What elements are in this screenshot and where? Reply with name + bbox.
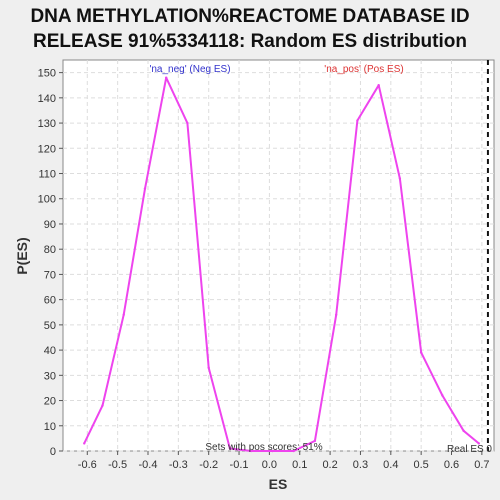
y-tick-label: 90 (44, 219, 56, 231)
y-tick-label: 50 (44, 320, 56, 332)
data-point (441, 394, 444, 397)
x-axis-label: ES (269, 476, 288, 492)
chart-title-line-2: RELEASE 91%5334118: Random ES distributi… (33, 31, 467, 52)
y-tick-label: 30 (44, 370, 56, 382)
y-tick-label: 60 (44, 295, 56, 307)
data-point (83, 442, 86, 445)
data-point (101, 404, 104, 407)
data-point (462, 429, 465, 433)
data-point (398, 177, 402, 180)
data-point (271, 449, 274, 453)
x-tick-label: -0.3 (169, 459, 188, 471)
data-point (143, 187, 147, 190)
x-tick-label: 0.7 (474, 459, 489, 471)
neg-es-label: 'na_neg' (Neg ES) (149, 64, 230, 75)
y-tick-label: 10 (44, 421, 56, 433)
data-point (228, 447, 232, 450)
y-tick-label: 70 (44, 269, 56, 281)
y-tick-label: 80 (44, 244, 56, 256)
x-tick-label: -0.5 (108, 459, 127, 471)
data-point (477, 442, 481, 445)
y-tick-label: 20 (44, 396, 56, 408)
x-tick-label: 0.5 (414, 459, 429, 471)
annotations-layer: 'na_neg' (Neg ES) 'na_pos' (Pos ES) Sets w… (149, 60, 492, 455)
sets-pos-scores-label: Sets with pos scores: 51% (205, 442, 322, 453)
x-tick-label: -0.1 (230, 459, 249, 471)
grid-lines (63, 60, 494, 452)
data-point (164, 76, 168, 79)
y-tick-label: 110 (38, 169, 56, 181)
x-tick-label: 0.2 (322, 459, 337, 471)
data-point (419, 351, 423, 354)
data-point (313, 439, 317, 443)
real-es-label: Real ES 0 (447, 444, 492, 455)
x-tick-label: -0.4 (139, 459, 158, 471)
data-point (122, 313, 125, 316)
data-point (186, 121, 189, 125)
data-point (356, 119, 359, 122)
y-tick-label: 0 (50, 446, 56, 458)
y-tick-label: 40 (44, 345, 56, 357)
data-point (249, 449, 253, 453)
x-tick-label: -0.6 (78, 459, 97, 471)
x-tick-label: 0.4 (383, 459, 398, 471)
y-axis: 0 10 20 30 40 50 60 70 80 90 100 110 120 130 140 150 (38, 68, 63, 458)
y-tick-label: 130 (38, 118, 56, 130)
x-tick-label: 0.0 (262, 459, 277, 471)
y-axis-label: P(ES) (14, 237, 30, 274)
data-point (207, 366, 210, 369)
x-axis: -0.6 -0.5 -0.4 -0.3 -0.2 -0.1 0.0 0.1 0.2 0.3 0.4 0… (78, 451, 490, 471)
y-tick-label: 100 (38, 194, 56, 206)
data-point (377, 84, 380, 87)
data-point (334, 313, 338, 316)
series-line (83, 76, 480, 452)
x-tick-label: 0.6 (444, 459, 459, 471)
y-tick-label: 140 (38, 93, 56, 105)
x-tick-label: -0.2 (199, 459, 218, 471)
pos-es-label: 'na_pos' (Pos ES) (324, 64, 403, 75)
y-tick-label: 120 (38, 143, 56, 155)
y-tick-label: 150 (38, 68, 56, 80)
chart-title-line-1: DNA METHYLATION%REACTOME DATABASE ID (30, 6, 470, 27)
x-tick-label: 0.3 (353, 459, 368, 471)
plot-area (62, 59, 495, 452)
data-point (292, 449, 295, 453)
x-tick-label: 0.1 (292, 459, 307, 471)
series-layer (83, 76, 481, 453)
